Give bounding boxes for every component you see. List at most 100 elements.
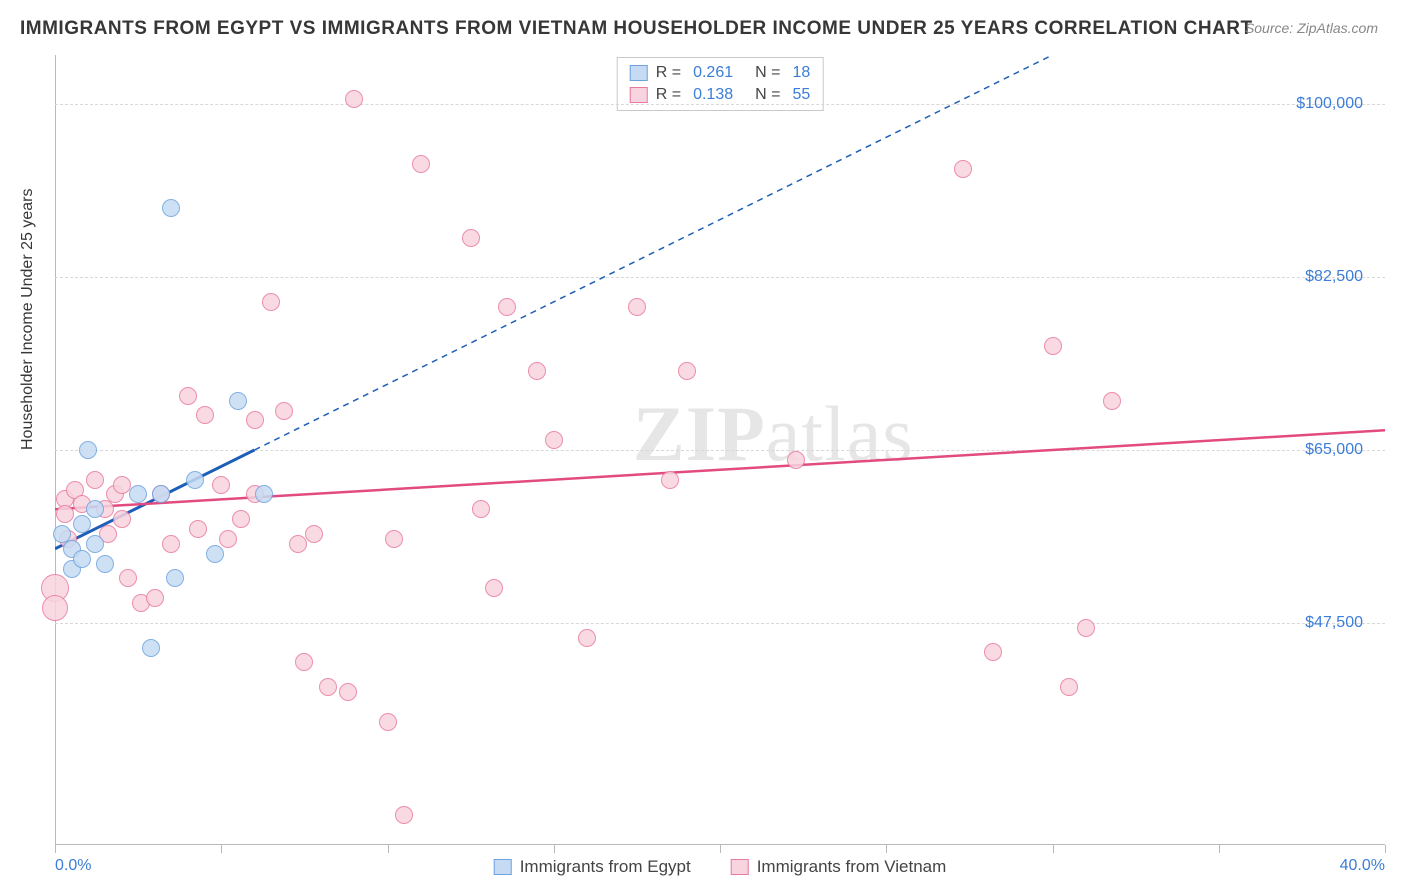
scatter-point-vietnam bbox=[262, 293, 280, 311]
scatter-point-vietnam bbox=[232, 510, 250, 528]
scatter-point-vietnam bbox=[628, 298, 646, 316]
x-tick bbox=[388, 845, 389, 853]
scatter-point-egypt bbox=[96, 555, 114, 573]
y-axis-label: Householder Income Under 25 years bbox=[19, 189, 37, 450]
swatch-egypt bbox=[630, 65, 648, 81]
scatter-point-vietnam bbox=[189, 520, 207, 538]
scatter-point-vietnam bbox=[162, 535, 180, 553]
x-tick bbox=[554, 845, 555, 853]
x-axis-start-label: 0.0% bbox=[55, 857, 91, 875]
scatter-point-egypt bbox=[73, 550, 91, 568]
scatter-point-egypt bbox=[162, 199, 180, 217]
scatter-point-vietnam bbox=[275, 402, 293, 420]
n-label: N = bbox=[755, 84, 780, 106]
scatter-point-vietnam bbox=[395, 806, 413, 824]
y-tick-label: $65,000 bbox=[1305, 441, 1363, 459]
n-value-egypt: 18 bbox=[792, 62, 810, 84]
scatter-point-vietnam bbox=[305, 525, 323, 543]
scatter-point-vietnam bbox=[219, 530, 237, 548]
scatter-point-vietnam bbox=[498, 298, 516, 316]
scatter-point-vietnam bbox=[146, 589, 164, 607]
x-tick bbox=[221, 845, 222, 853]
scatter-point-egypt bbox=[79, 441, 97, 459]
scatter-point-vietnam bbox=[295, 653, 313, 671]
swatch-egypt bbox=[494, 859, 512, 875]
watermark: ZIPatlas bbox=[633, 389, 914, 479]
chart-plot-area: ZIPatlas R = 0.261 N = 18 R = 0.138 N = … bbox=[55, 55, 1385, 845]
x-tick bbox=[886, 845, 887, 853]
r-value-vietnam: 0.138 bbox=[693, 84, 733, 106]
n-value-vietnam: 55 bbox=[792, 84, 810, 106]
swatch-vietnam bbox=[731, 859, 749, 875]
scatter-point-egypt bbox=[166, 569, 184, 587]
y-tick-label: $47,500 bbox=[1305, 614, 1363, 632]
scatter-point-vietnam bbox=[379, 713, 397, 731]
scatter-point-vietnam bbox=[339, 683, 357, 701]
scatter-point-egypt bbox=[86, 535, 104, 553]
legend-label-egypt: Immigrants from Egypt bbox=[520, 857, 691, 877]
scatter-point-vietnam bbox=[345, 90, 363, 108]
scatter-point-vietnam bbox=[385, 530, 403, 548]
n-label: N = bbox=[755, 62, 780, 84]
scatter-point-egypt bbox=[186, 471, 204, 489]
legend-row-egypt: R = 0.261 N = 18 bbox=[630, 62, 811, 84]
x-axis-end-label: 40.0% bbox=[1340, 857, 1385, 875]
y-tick-label: $100,000 bbox=[1296, 95, 1363, 113]
scatter-point-egypt bbox=[152, 485, 170, 503]
r-label: R = bbox=[656, 62, 681, 84]
scatter-point-egypt bbox=[86, 500, 104, 518]
grid-line bbox=[55, 450, 1385, 451]
scatter-point-vietnam bbox=[485, 579, 503, 597]
legend-item-vietnam: Immigrants from Vietnam bbox=[731, 857, 947, 877]
scatter-point-vietnam bbox=[678, 362, 696, 380]
x-tick bbox=[1385, 845, 1386, 853]
scatter-point-vietnam bbox=[319, 678, 337, 696]
scatter-point-vietnam bbox=[246, 411, 264, 429]
scatter-point-vietnam bbox=[545, 431, 563, 449]
legend-item-egypt: Immigrants from Egypt bbox=[494, 857, 691, 877]
series-legend: Immigrants from Egypt Immigrants from Vi… bbox=[494, 857, 947, 877]
correlation-legend: R = 0.261 N = 18 R = 0.138 N = 55 bbox=[617, 57, 824, 111]
scatter-point-vietnam bbox=[212, 476, 230, 494]
scatter-point-vietnam bbox=[984, 643, 1002, 661]
scatter-point-egypt bbox=[206, 545, 224, 563]
scatter-point-egypt bbox=[255, 485, 273, 503]
scatter-point-vietnam bbox=[472, 500, 490, 518]
scatter-point-vietnam bbox=[289, 535, 307, 553]
scatter-point-egypt bbox=[129, 485, 147, 503]
y-tick-label: $82,500 bbox=[1305, 268, 1363, 286]
x-tick bbox=[720, 845, 721, 853]
scatter-point-vietnam bbox=[42, 595, 68, 621]
chart-title: IMMIGRANTS FROM EGYPT VS IMMIGRANTS FROM… bbox=[20, 18, 1253, 40]
swatch-vietnam bbox=[630, 87, 648, 103]
scatter-point-vietnam bbox=[787, 451, 805, 469]
scatter-point-vietnam bbox=[954, 160, 972, 178]
scatter-point-vietnam bbox=[578, 629, 596, 647]
scatter-point-vietnam bbox=[661, 471, 679, 489]
scatter-point-egypt bbox=[73, 515, 91, 533]
source-credit: Source: ZipAtlas.com bbox=[1245, 20, 1378, 36]
x-tick bbox=[55, 845, 56, 853]
scatter-point-vietnam bbox=[113, 510, 131, 528]
grid-line bbox=[55, 623, 1385, 624]
scatter-point-egypt bbox=[229, 392, 247, 410]
legend-row-vietnam: R = 0.138 N = 55 bbox=[630, 84, 811, 106]
scatter-point-vietnam bbox=[56, 505, 74, 523]
scatter-point-vietnam bbox=[412, 155, 430, 173]
grid-line bbox=[55, 104, 1385, 105]
scatter-point-egypt bbox=[142, 639, 160, 657]
scatter-point-vietnam bbox=[86, 471, 104, 489]
scatter-point-vietnam bbox=[462, 229, 480, 247]
x-tick bbox=[1219, 845, 1220, 853]
legend-label-vietnam: Immigrants from Vietnam bbox=[757, 857, 947, 877]
r-value-egypt: 0.261 bbox=[693, 62, 733, 84]
watermark-bold: ZIP bbox=[633, 390, 766, 477]
scatter-point-vietnam bbox=[1077, 619, 1095, 637]
scatter-point-vietnam bbox=[1103, 392, 1121, 410]
scatter-point-vietnam bbox=[179, 387, 197, 405]
scatter-point-vietnam bbox=[119, 569, 137, 587]
x-tick bbox=[1053, 845, 1054, 853]
grid-line bbox=[55, 277, 1385, 278]
scatter-point-vietnam bbox=[196, 406, 214, 424]
scatter-point-vietnam bbox=[1060, 678, 1078, 696]
